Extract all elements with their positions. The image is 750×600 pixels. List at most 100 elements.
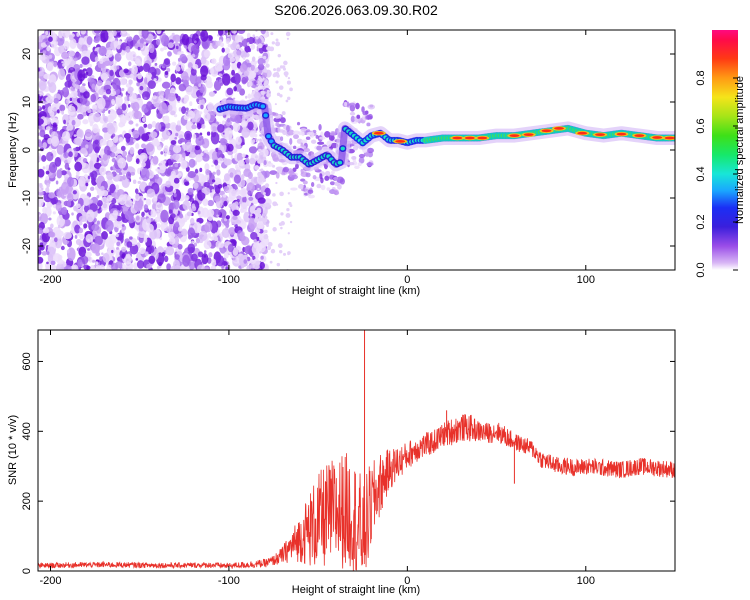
noise-blob <box>141 133 150 142</box>
spectrogram-xtick-label: -100 <box>218 274 240 286</box>
noise-blob <box>217 184 223 189</box>
noise-blob <box>124 39 127 43</box>
ridge-halo-blob <box>310 139 317 144</box>
noise-blob <box>171 81 176 86</box>
noise-blob <box>93 112 101 123</box>
noise-blob <box>202 198 209 207</box>
spectrogram-y-label: Frequency (Hz) <box>7 112 19 188</box>
noise-blob <box>236 195 242 200</box>
noise-blob <box>100 196 109 211</box>
spectrogram-ytick-label: 0 <box>21 147 33 153</box>
noise-blob <box>91 170 98 179</box>
noise-blob <box>247 93 252 99</box>
noise-blob <box>108 139 114 148</box>
snr-plot-area <box>38 330 675 571</box>
noise-blob <box>57 258 64 265</box>
noise-blob <box>262 191 266 195</box>
noise-blob <box>198 83 202 88</box>
noise-blob <box>82 111 87 117</box>
noise-blob <box>48 231 56 238</box>
noise-blob <box>216 214 219 217</box>
noise-blob <box>215 40 221 47</box>
noise-blob <box>228 226 236 235</box>
noise-blob <box>66 99 70 104</box>
noise-blob <box>115 105 119 110</box>
snr-ytick-label: 400 <box>21 422 33 440</box>
noise-blob <box>73 150 78 158</box>
noise-blob <box>67 105 76 116</box>
noise-blob <box>175 124 182 132</box>
noise-blob <box>221 73 231 86</box>
noise-blob <box>210 220 219 234</box>
noise-blob <box>92 108 97 114</box>
noise-blob <box>62 113 70 125</box>
noise-blob <box>277 243 283 249</box>
noise-blob <box>47 137 53 145</box>
noise-blob <box>259 138 262 143</box>
noise-blob <box>146 101 153 111</box>
noise-blob <box>174 254 180 260</box>
noise-blob <box>77 259 83 268</box>
noise-blob <box>102 127 109 133</box>
noise-blob <box>202 153 210 162</box>
noise-blob <box>196 264 205 270</box>
noise-blob <box>93 30 102 34</box>
noise-blob <box>42 227 50 234</box>
noise-blob <box>257 213 262 218</box>
noise-blob <box>181 106 187 114</box>
ridge-halo-blob <box>296 138 303 144</box>
ridge-halo-blob <box>292 145 297 150</box>
noise-blob <box>203 250 207 254</box>
noise-blob <box>61 131 71 142</box>
noise-blob <box>252 255 256 261</box>
noise-blob <box>163 115 170 121</box>
ridge-halo-blob <box>326 140 332 147</box>
noise-blob <box>143 203 149 211</box>
noise-blob <box>112 77 121 90</box>
noise-blob <box>218 73 223 77</box>
noise-blob <box>250 64 255 71</box>
noise-blob <box>152 202 158 211</box>
noise-blob <box>39 53 46 61</box>
noise-blob <box>141 45 150 56</box>
noise-blob <box>48 217 52 221</box>
noise-blob <box>265 235 269 239</box>
noise-blob <box>180 160 188 170</box>
noise-blob <box>211 164 214 167</box>
noise-blob <box>158 102 168 115</box>
noise-blob <box>278 222 283 226</box>
noise-blob <box>275 38 279 42</box>
noise-blob <box>269 46 275 52</box>
noise-blob <box>244 95 248 99</box>
snr-ytick-label: 0 <box>21 568 33 574</box>
noise-blob <box>215 240 221 249</box>
ridge-halo-blob <box>366 122 371 127</box>
noise-blob <box>147 80 156 89</box>
noise-blob <box>264 187 271 197</box>
noise-blob <box>248 47 252 53</box>
noise-blob <box>208 91 216 97</box>
noise-blob <box>149 33 152 37</box>
noise-blob <box>248 146 258 154</box>
noise-blob <box>238 159 245 167</box>
noise-blob <box>75 138 81 146</box>
noise-blob <box>191 203 196 209</box>
noise-blob <box>286 37 290 40</box>
noise-blob <box>256 236 260 241</box>
noise-blob <box>210 132 220 145</box>
spectrogram-xtick-label: 100 <box>577 274 595 286</box>
noise-blob <box>56 109 60 114</box>
noise-blob <box>199 132 203 136</box>
noise-blob <box>63 40 70 50</box>
noise-blob <box>112 30 117 36</box>
noise-blob <box>198 95 204 101</box>
noise-blob <box>247 121 254 131</box>
noise-blob <box>262 178 267 183</box>
noise-blob <box>171 32 175 36</box>
noise-blob <box>118 55 122 58</box>
noise-blob <box>39 242 44 247</box>
noise-blob <box>80 30 87 35</box>
noise-blob <box>96 199 103 207</box>
noise-blob <box>172 207 179 216</box>
noise-blob <box>219 138 228 146</box>
